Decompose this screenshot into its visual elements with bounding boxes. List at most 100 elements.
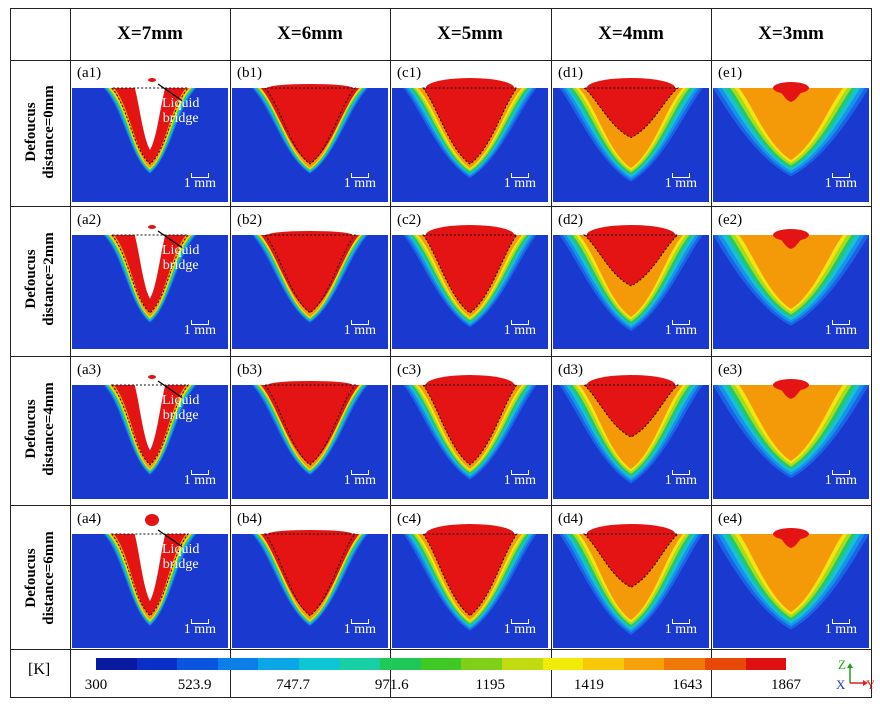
temperature-field <box>72 514 228 648</box>
scale-bar: 1 mm <box>344 320 376 339</box>
colorbar <box>96 658 787 670</box>
panel-label: (b1) <box>237 65 262 81</box>
surface-bulge <box>267 84 353 92</box>
molten-pool <box>584 534 678 588</box>
temperature-field <box>553 78 709 202</box>
scale-bar-text: 1 mm <box>503 622 536 637</box>
panel-label: (d3) <box>558 362 583 378</box>
simulation-panel: (e2) 1 mm <box>713 209 869 349</box>
panel-label: (e1) <box>718 65 743 81</box>
axis-x-label: X <box>836 677 846 692</box>
column-header: X=7mm <box>117 23 183 44</box>
colorbar-segment <box>258 658 299 670</box>
scale-bar: 1 mm <box>184 619 216 638</box>
solidus-line <box>110 234 190 314</box>
panel-label: (a3) <box>77 362 102 378</box>
molten-pool <box>261 88 359 164</box>
simulation-panel: (a3) 1 mm Liquid bridge <box>72 359 228 499</box>
simulation-panel: (b4) 1 mm <box>232 508 388 648</box>
scale-bar-line <box>831 320 850 325</box>
simulation-panel: (b2) 1 mm <box>232 209 388 349</box>
solidus-line <box>422 234 518 314</box>
colorbar-segment <box>420 658 462 670</box>
panel-label: (d1) <box>558 65 583 81</box>
solidus-line <box>263 533 357 617</box>
panel-label: (b2) <box>237 212 262 228</box>
scale-bar: 1 mm <box>504 470 536 489</box>
scale-bar-line <box>671 173 690 178</box>
scale-bar-line <box>190 173 209 178</box>
scale-bar-line <box>350 320 369 325</box>
annotation-line2: bridge <box>162 408 199 423</box>
scale-bar: 1 mm <box>504 619 536 638</box>
legend-tick: 1419 <box>573 677 604 693</box>
panel-label: (e4) <box>718 511 743 527</box>
panel-label: (c4) <box>397 511 422 527</box>
grid-line <box>390 8 391 698</box>
solidus-line <box>422 533 518 617</box>
scale-bar-text: 1 mm <box>183 176 216 191</box>
panel-label: (d2) <box>558 212 583 228</box>
row-label: Defoucus distance=4mm <box>10 359 70 499</box>
scale-bar-text: 1 mm <box>343 473 376 488</box>
temperature-field <box>232 530 388 648</box>
figure-frame <box>10 8 872 698</box>
legend-tick: 1643 <box>672 677 703 693</box>
molten-pool <box>423 235 517 313</box>
surface-bulge <box>773 82 809 94</box>
annotation-line2: bridge <box>162 557 199 572</box>
scale-bar-line <box>350 619 369 624</box>
panel-label: (e2) <box>718 212 743 228</box>
solidus-line <box>582 87 680 139</box>
scale-bar-line <box>350 173 369 178</box>
solidus-line <box>582 533 680 588</box>
colorbar-segment <box>339 658 381 670</box>
solidus-line <box>422 87 518 165</box>
annotation-arrow <box>157 230 185 250</box>
scale-bar: 1 mm <box>825 173 857 192</box>
temperature-field <box>713 229 869 349</box>
column-header: X=3mm <box>758 23 824 44</box>
scale-bar-line <box>190 619 209 624</box>
colorbar-segment <box>623 658 665 670</box>
simulation-panel: (e3) 1 mm <box>713 359 869 499</box>
simulation-panel: (d2) 1 mm <box>553 209 709 349</box>
temperature-field <box>553 524 709 648</box>
surface-bulge <box>773 229 809 241</box>
row-label-line1: Defoucus <box>23 548 40 608</box>
solidus-line <box>263 384 357 466</box>
row-label: Defoucus distance=6mm <box>10 508 70 648</box>
scale-bar-text: 1 mm <box>343 176 376 191</box>
colorbar-segment <box>96 658 137 670</box>
grid-line <box>10 505 872 506</box>
droplet <box>148 225 156 229</box>
axis-z-label: Z <box>838 657 846 672</box>
scale-bar-text: 1 mm <box>343 323 376 338</box>
molten-pool <box>423 534 517 616</box>
annotation-line2: bridge <box>162 111 199 126</box>
row-label-line2: distance=6mm <box>41 531 58 625</box>
simulation-panel: (a2) 1 mm Liquid bridge <box>72 209 228 349</box>
scale-bar-line <box>831 619 850 624</box>
scale-bar: 1 mm <box>504 173 536 192</box>
surface-bulge <box>267 231 353 239</box>
grid-line <box>711 8 712 698</box>
scale-bar: 1 mm <box>184 320 216 339</box>
scale-bar-line <box>190 470 209 475</box>
panel-label: (a1) <box>77 65 102 81</box>
simulation-panel: (b3) 1 mm <box>232 359 388 499</box>
solidus-line <box>422 384 518 466</box>
temperature-field <box>392 78 548 202</box>
axes-icon: Z X Y <box>836 657 876 692</box>
solidus-line <box>110 87 190 165</box>
keyhole-cavity <box>133 229 167 299</box>
annotation-arrow <box>157 83 185 103</box>
scale-bar-text: 1 mm <box>824 176 857 191</box>
colorbar-segment <box>380 658 421 670</box>
temperature-field <box>392 225 548 349</box>
temperature-field <box>72 225 228 349</box>
scale-bar: 1 mm <box>344 173 376 192</box>
molten-pool <box>423 88 517 164</box>
panel-label: (c2) <box>397 212 422 228</box>
scale-bar-line <box>510 470 529 475</box>
